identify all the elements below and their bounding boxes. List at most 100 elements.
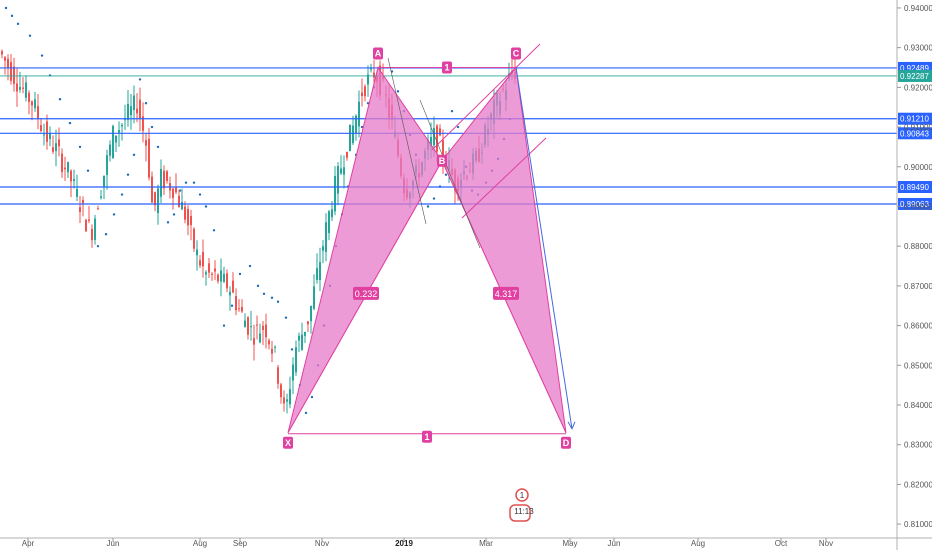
candle-body [55, 143, 57, 152]
point-label-x: X [285, 438, 291, 448]
time-tick-label: Oct [775, 539, 788, 548]
time-tick-label: Apr [22, 539, 35, 548]
candle-body [31, 101, 33, 106]
candle-body [64, 167, 66, 170]
price-level-tag-label: 0.92287 [900, 72, 929, 81]
sar-dot [40, 54, 44, 57]
sar-dot [150, 125, 154, 129]
price-level-tag [898, 127, 932, 140]
sar-dot [58, 98, 62, 101]
projection-ray [515, 67, 573, 429]
candle-body [202, 252, 204, 267]
projection-arrowhead [567, 421, 576, 430]
candle-body [343, 167, 345, 175]
candle-body [229, 291, 231, 296]
candle-body [250, 326, 252, 328]
events-badge[interactable]: 1 11:13 [509, 488, 534, 522]
sar-dot [184, 181, 188, 184]
candle-body [130, 106, 132, 116]
candle-body [271, 348, 273, 354]
candle-body [97, 208, 99, 210]
candle-body [100, 196, 102, 198]
time-tick-label: Jun [107, 539, 120, 548]
price-tick-label: 0.84000 [904, 401, 932, 410]
candle-body [208, 263, 210, 273]
sar-dot [310, 395, 314, 399]
sar-dot [212, 229, 216, 232]
sar-dot [360, 125, 364, 129]
sar-dot [450, 109, 454, 113]
candle-body [25, 82, 27, 98]
candle-body [112, 125, 114, 158]
price-level-tag-label: 0.92489 [900, 64, 929, 73]
price-tick-label: 0.86000 [904, 322, 932, 331]
candle-body [172, 188, 174, 198]
event-flag-icon[interactable] [515, 488, 529, 502]
candle-body [184, 206, 186, 220]
candle-body [337, 165, 339, 194]
sar-dot [256, 284, 260, 288]
harmonic-pattern-layer[interactable]: X A B C D 0.232 4.317 1 1 [283, 43, 576, 449]
point-label-c: C [513, 48, 520, 58]
price-tick-label: 0.94000 [904, 4, 932, 13]
sar-dot [304, 411, 308, 415]
candle-body [19, 87, 21, 90]
candle-body [331, 209, 333, 218]
price-tick-label: 0.85000 [904, 361, 932, 370]
candle-body [37, 106, 39, 119]
candle-body [367, 74, 369, 85]
point-marker-x[interactable] [283, 436, 293, 449]
candle-body [349, 124, 351, 152]
price-tick-label: 0.83000 [904, 441, 932, 450]
price-level-tag-label: 0.89063 [900, 200, 929, 209]
harmonic-triangle-xab[interactable] [287, 66, 443, 434]
candle-body [133, 95, 135, 111]
candle-body [313, 286, 315, 309]
event-earnings-icon[interactable] [509, 504, 531, 522]
time-tick-label: Aug [691, 539, 705, 548]
point-marker-c[interactable] [511, 47, 521, 60]
event-time-label: 11:13 [514, 507, 534, 516]
point-label-a: A [375, 48, 382, 58]
candle-body [151, 176, 153, 203]
point-marker-b[interactable] [437, 154, 447, 167]
sar-dot [204, 205, 208, 208]
candle-body [364, 86, 366, 97]
equal-leg-label: 1 [444, 62, 449, 72]
sar-dot [68, 121, 72, 125]
candle-body [277, 367, 279, 384]
sar-dot [284, 316, 288, 319]
candle-body [307, 321, 309, 325]
candle-body [160, 168, 162, 197]
candle-body [73, 179, 75, 182]
candle-body [265, 324, 267, 338]
candle-body [181, 202, 183, 210]
sar-dot [456, 125, 460, 129]
candle-body [361, 92, 363, 97]
sar-dot [28, 34, 32, 37]
candle-body [88, 219, 90, 221]
sar-dot [138, 78, 142, 81]
candle-body [346, 151, 348, 158]
sar-dot [230, 304, 234, 307]
price-tick-label: 0.90000 [904, 163, 932, 172]
point-marker-d[interactable] [561, 436, 571, 449]
candle-body [220, 270, 222, 282]
candle-body [109, 144, 111, 156]
sar-dot [262, 292, 266, 296]
price-level-tag [898, 69, 932, 82]
candle-body [316, 268, 318, 281]
candle-body [4, 57, 6, 61]
point-marker-a[interactable] [373, 47, 383, 60]
candle-body [70, 170, 72, 182]
sar-dot [10, 14, 14, 18]
candle-body [244, 320, 246, 328]
candle-body [214, 268, 216, 272]
sar-dot [270, 296, 274, 299]
candle-body [304, 331, 306, 336]
sar-dot [426, 205, 430, 208]
sar-dot [144, 102, 148, 105]
candle-body [52, 147, 54, 152]
